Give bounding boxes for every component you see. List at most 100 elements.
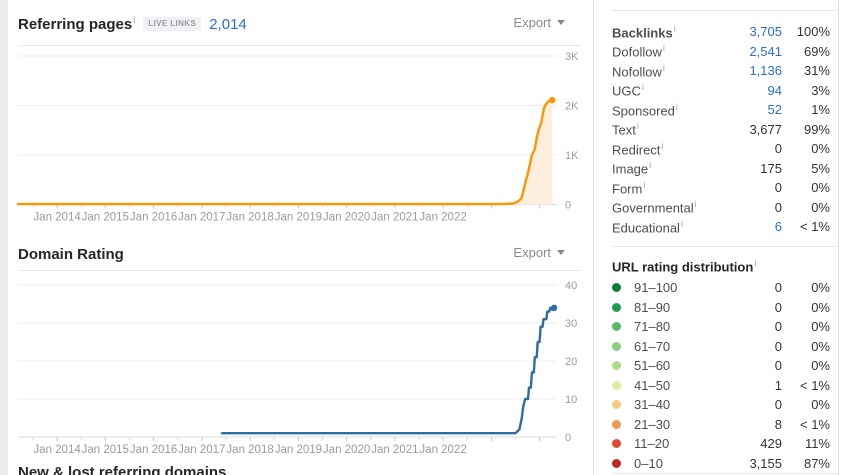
referring-pages-count[interactable]: 2,014 (209, 15, 247, 33)
info-icon[interactable]: i (643, 179, 646, 190)
export-button-domain-rating[interactable]: Export (513, 245, 565, 260)
svg-text:3K: 3K (565, 51, 579, 63)
rating-count: 3,155 (749, 455, 782, 471)
sidebar-right-border (838, 0, 839, 475)
metric-label: Redirecti (612, 141, 720, 157)
rating-dot (612, 302, 621, 312)
svg-text:Jan 2019: Jan 2019 (275, 212, 322, 224)
next-section-title: New & lost referring domains (18, 464, 227, 475)
url-rating-table: 91–100 0 0% 81–90 0 0% 71–80 0 0% 61–70 0 0% 51–60 0 0… (612, 278, 830, 473)
metric-label: Nofollowi (612, 63, 720, 79)
rating-dot (612, 439, 621, 449)
info-icon[interactable]: i (133, 15, 136, 25)
rating-count: 0 (774, 299, 782, 315)
svg-text:Jan 2016: Jan 2016 (130, 444, 177, 456)
metric-label: Imagei (612, 160, 720, 176)
metric-label-text: Text (612, 122, 636, 138)
rating-percent: < 1% (800, 416, 830, 432)
info-icon[interactable]: i (649, 160, 652, 171)
metric-value[interactable]: 2,541 (749, 43, 782, 59)
metric-label-text: Nofollow (612, 63, 662, 79)
metric-percent: 31% (803, 63, 830, 79)
metric-percent: 5% (811, 160, 830, 176)
rating-range: 31–40 (634, 397, 671, 413)
metric-value[interactable]: 3,705 (749, 24, 782, 40)
info-icon[interactable]: i (662, 43, 665, 54)
info-icon[interactable]: i (694, 199, 697, 210)
metric-percent: 0% (811, 199, 830, 215)
page-left-gutter (0, 0, 8, 475)
info-icon[interactable]: i (680, 218, 683, 229)
svg-text:Jan 2014: Jan 2014 (33, 212, 81, 224)
metric-label-text: UGC (612, 83, 641, 99)
info-icon[interactable]: i (754, 258, 757, 268)
metric-value[interactable]: 52 (767, 102, 782, 118)
metric-value: 175 (760, 160, 782, 176)
export-label: Export (513, 15, 551, 30)
rating-range: 0–10 (634, 455, 663, 471)
metric-percent: 0% (811, 180, 830, 196)
url-rating-row: 11–20 429 11% (612, 434, 830, 454)
metric-label: UGCi (612, 82, 720, 98)
rating-count: 8 (774, 416, 782, 432)
url-rating-title: URL rating distributioni (612, 258, 756, 274)
rating-percent: 0% (811, 280, 830, 296)
metric-label-text: Backlinks (612, 24, 673, 40)
info-icon[interactable]: i (675, 101, 678, 112)
metric-percent: 1% (811, 102, 830, 118)
export-label: Export (513, 245, 551, 260)
rating-percent: 0% (811, 299, 830, 315)
metric-value: 3,677 (749, 121, 782, 137)
info-icon[interactable]: i (661, 140, 664, 151)
url-rating-row: 61–70 0 0% (612, 337, 830, 357)
svg-text:30: 30 (565, 318, 577, 330)
metric-value: 0 (774, 180, 782, 196)
referring-pages-title-text: Referring pages (18, 16, 133, 33)
svg-text:Jan 2016: Jan 2016 (130, 212, 177, 224)
url-rating-title-text: URL rating distribution (612, 259, 754, 275)
backlinks-row: Sponsoredi 52 1% (612, 100, 830, 120)
info-icon[interactable]: i (641, 82, 644, 93)
rating-range: 91–100 (634, 280, 678, 296)
url-rating-row: 71–80 0 0% (612, 317, 830, 337)
rating-percent: 11% (804, 436, 830, 452)
svg-text:Jan 2020: Jan 2020 (323, 212, 370, 224)
svg-text:40: 40 (565, 280, 577, 292)
svg-text:Jan 2022: Jan 2022 (419, 444, 466, 456)
export-button-referring-pages[interactable]: Export (513, 15, 565, 30)
backlinks-row: Texti 3,677 99% (612, 120, 830, 140)
svg-text:0: 0 (565, 432, 571, 444)
url-rating-row: 0–10 3,155 87% (612, 454, 830, 474)
url-rating-row: 91–100 0 0% (612, 278, 830, 298)
metric-percent: < 1% (800, 219, 830, 235)
svg-text:Jan 2015: Jan 2015 (82, 212, 129, 224)
info-icon[interactable]: i (636, 121, 639, 132)
rating-percent: 87% (803, 455, 830, 471)
metric-value[interactable]: 1,136 (749, 63, 782, 79)
caret-down-icon (557, 250, 565, 255)
metric-label-text: Image (612, 161, 649, 177)
header-divider (18, 45, 581, 46)
rating-range: 71–80 (634, 319, 671, 335)
rating-percent: < 1% (800, 377, 830, 393)
metric-value[interactable]: 94 (767, 82, 782, 98)
panel-divider (593, 0, 594, 475)
rating-dot (612, 283, 621, 293)
rating-range: 81–90 (634, 299, 671, 315)
info-icon[interactable]: i (673, 23, 676, 34)
metric-value: 0 (774, 199, 782, 215)
metric-label-text: Form (612, 180, 643, 196)
backlinks-row: Governmentali 0 0% (612, 198, 830, 218)
url-rating-row: 21–30 8 < 1% (612, 415, 830, 435)
metric-value: 0 (774, 141, 782, 157)
svg-text:Jan 2021: Jan 2021 (371, 444, 418, 456)
rating-count: 0 (774, 280, 782, 296)
rating-dot (612, 361, 621, 371)
svg-text:Jan 2018: Jan 2018 (226, 444, 273, 456)
backlinks-stats-table: Backlinksi 3,705 100% Dofollowi 2,541 69% Nofo… (612, 22, 830, 237)
metric-value[interactable]: 6 (774, 219, 782, 235)
backlinks-row: UGCi 94 3% (612, 81, 830, 101)
info-icon[interactable]: i (662, 62, 665, 73)
